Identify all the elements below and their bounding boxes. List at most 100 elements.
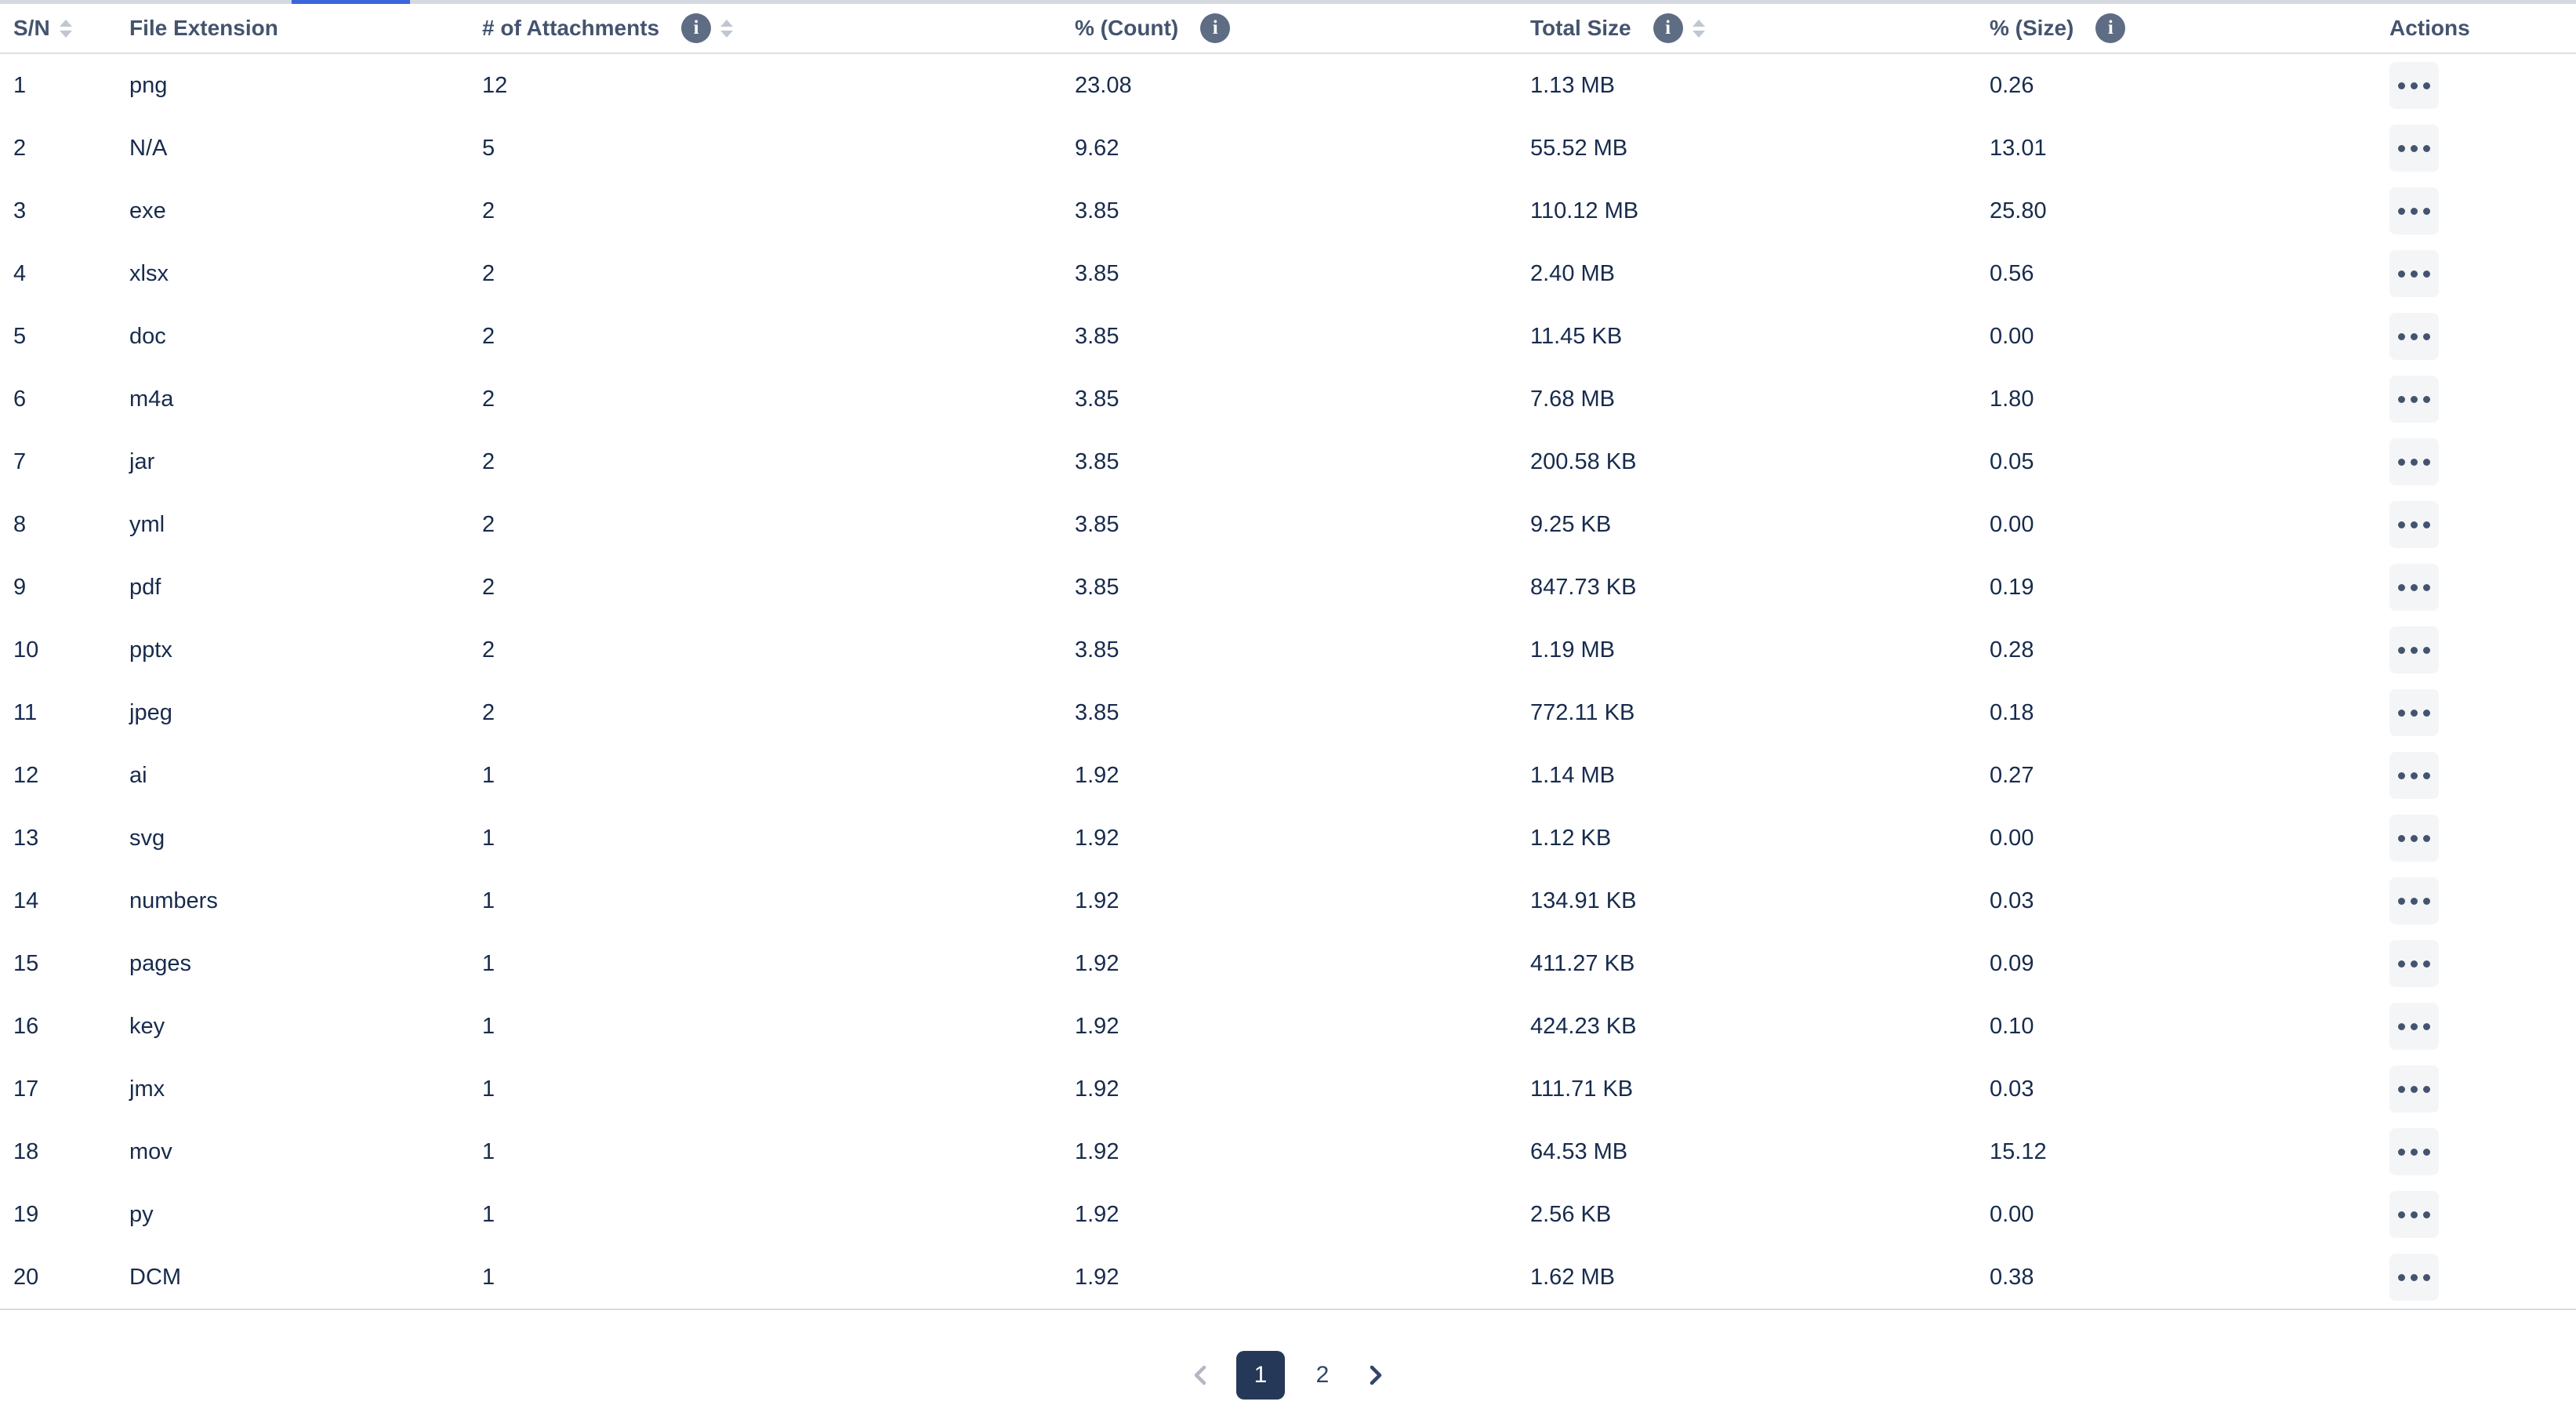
- cell-serial-number: 7: [13, 448, 27, 474]
- column-header-total-size[interactable]: Total Size i: [1517, 4, 1976, 54]
- cell-total-size: 1.13 MB: [1530, 72, 1615, 98]
- cell-actions: [2376, 305, 2576, 368]
- cell-serial-number: 1: [13, 72, 27, 98]
- cell-serial-number: 2: [13, 135, 27, 161]
- cell-total-size: 134.91 KB: [1530, 888, 1637, 913]
- page-1-button[interactable]: 1: [1236, 1351, 1285, 1400]
- cell-file-extension: pdf: [129, 574, 161, 600]
- next-page-button[interactable]: [1360, 1351, 1391, 1400]
- cell-file-extension: yml: [129, 511, 165, 537]
- table-row: 19 py 1 1.92 2.56 KB 0.00: [0, 1183, 2576, 1246]
- cell-file-extension: DCM: [116, 1246, 469, 1310]
- cell-file-extension: key: [129, 1013, 165, 1039]
- cell-percent-size: 0.18: [1990, 699, 2034, 725]
- cell-attachment-count: 2: [482, 260, 495, 286]
- row-actions-button[interactable]: [2389, 1128, 2439, 1175]
- table-row: 20 DCM 1 1.92 1.62 MB 0.38: [0, 1246, 2576, 1310]
- cell-percent-count: 3.85: [1075, 386, 1119, 412]
- cell-actions: [2376, 1246, 2576, 1310]
- cell-percent-size: 0.28: [1990, 637, 2034, 663]
- cell-percent-size: 0.19: [1990, 574, 2034, 600]
- info-icon[interactable]: i: [1200, 13, 1231, 43]
- cell-file-extension: pptx: [129, 637, 172, 663]
- cell-total-size: 1.12 KB: [1530, 825, 1612, 851]
- cell-file-extension: pages: [129, 950, 192, 976]
- column-header-s-n[interactable]: S/N: [0, 4, 116, 54]
- table-row: 8 yml 2 3.85 9.25 KB 0.00: [0, 493, 2576, 556]
- row-actions-button[interactable]: [2389, 1066, 2439, 1113]
- cell-total-size: 110.12 MB: [1530, 198, 1639, 223]
- cell-percent-size: 0.00: [1990, 511, 2034, 537]
- cell-percent-size: 0.00: [1990, 825, 2034, 851]
- cell-serial-number: 10: [13, 637, 39, 663]
- info-icon[interactable]: i: [2095, 13, 2126, 43]
- row-actions-button[interactable]: [2389, 752, 2439, 799]
- row-actions-button[interactable]: [2389, 1003, 2439, 1050]
- cell-file-extension: jmx: [129, 1076, 165, 1102]
- more-options-icon: [2398, 709, 2430, 717]
- cell-actions: [2376, 556, 2576, 619]
- page-2-button[interactable]: 2: [1305, 1351, 1340, 1400]
- cell-percent-count: 1.92: [1061, 1246, 1517, 1310]
- row-actions-button[interactable]: [2389, 689, 2439, 736]
- cell-file-extension: py: [129, 1201, 154, 1227]
- prev-page-button[interactable]: [1185, 1351, 1216, 1400]
- cell-actions: [2376, 1183, 2576, 1246]
- cell-total-size: 7.68 MB: [1530, 386, 1615, 412]
- cell-actions: [2376, 430, 2576, 493]
- row-actions-button[interactable]: [2389, 313, 2439, 360]
- row-actions-button[interactable]: [2389, 1254, 2439, 1301]
- row-actions-button[interactable]: [2389, 626, 2439, 673]
- table-row: 6 m4a 2 3.85 7.68 MB 1.80: [0, 368, 2576, 430]
- row-actions-button[interactable]: [2389, 376, 2439, 423]
- more-options-icon: [2398, 207, 2430, 215]
- column-label: Actions: [2389, 16, 2470, 40]
- cell-percent-count: 3.85: [1075, 511, 1119, 537]
- row-actions-button[interactable]: [2389, 187, 2439, 234]
- cell-attachment-count: 1: [482, 825, 495, 851]
- cell-percent-size: 0.00: [1990, 323, 2034, 349]
- row-actions-button[interactable]: [2389, 62, 2439, 109]
- cell-attachment-count: 2: [482, 637, 495, 663]
- cell-actions: [2376, 744, 2576, 807]
- cell-percent-count: 1.92: [1075, 888, 1119, 913]
- cell-serial-number: 13: [13, 825, 39, 851]
- more-options-icon: [2398, 771, 2430, 779]
- row-actions-button[interactable]: [2389, 1191, 2439, 1238]
- cell-attachment-count: 12: [482, 72, 508, 98]
- row-actions-button[interactable]: [2389, 250, 2439, 297]
- cell-attachment-count: 1: [482, 762, 495, 788]
- row-actions-button[interactable]: [2389, 940, 2439, 987]
- row-actions-button[interactable]: [2389, 564, 2439, 611]
- row-actions-button[interactable]: [2389, 815, 2439, 862]
- cell-file-extension: jar: [129, 448, 155, 474]
- cell-attachment-count: 1: [482, 1201, 495, 1227]
- cell-attachment-count: 1: [482, 1076, 495, 1102]
- cell-percent-count: 3.85: [1075, 323, 1119, 349]
- cell-percent-count: 1.92: [1075, 825, 1119, 851]
- cell-serial-number: 5: [13, 323, 27, 349]
- cell-percent-size: 0.05: [1990, 448, 2034, 474]
- cell-percent-count: 1.92: [1075, 1138, 1119, 1164]
- more-options-icon: [2398, 1273, 2430, 1281]
- cell-serial-number: 18: [13, 1138, 39, 1164]
- cell-percent-count: 3.85: [1075, 198, 1119, 223]
- more-options-icon: [2398, 897, 2430, 905]
- cell-file-extension: exe: [129, 198, 166, 223]
- row-actions-button[interactable]: [2389, 438, 2439, 485]
- cell-percent-count: 1.92: [1075, 762, 1119, 788]
- info-icon[interactable]: i: [681, 13, 712, 43]
- row-actions-button[interactable]: [2389, 877, 2439, 924]
- info-icon[interactable]: i: [1653, 13, 1683, 43]
- row-actions-button[interactable]: [2389, 501, 2439, 548]
- table-row: 7 jar 2 3.85 200.58 KB 0.05: [0, 430, 2576, 493]
- cell-total-size: 111.71 KB: [1530, 1076, 1634, 1102]
- cell-percent-size: 0.09: [1990, 950, 2034, 976]
- column-header-of-attachments[interactable]: # of Attachments i: [469, 4, 1061, 54]
- cell-file-extension: jpeg: [129, 699, 172, 725]
- column-label: Total Size: [1530, 16, 1631, 40]
- row-actions-button[interactable]: [2389, 125, 2439, 172]
- cell-serial-number: 4: [13, 260, 27, 286]
- more-options-icon: [2398, 144, 2430, 152]
- cell-total-size: 1.62 MB: [1517, 1246, 1976, 1310]
